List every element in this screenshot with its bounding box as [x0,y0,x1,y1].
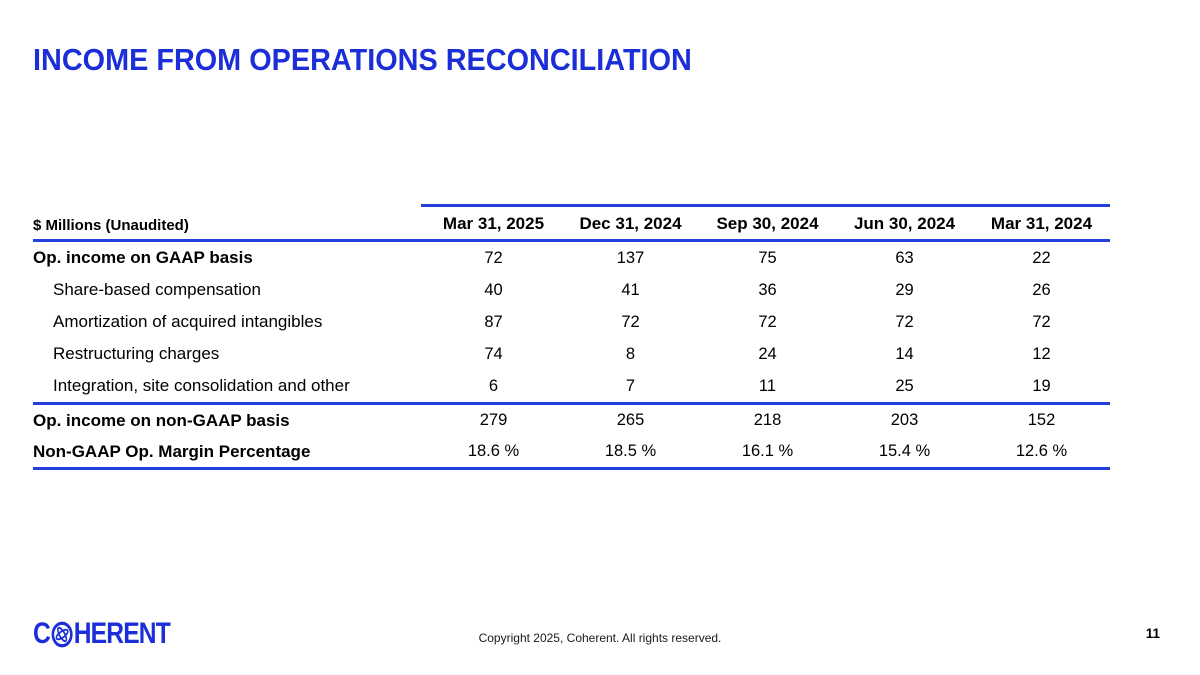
cell-value: 87 [484,312,503,331]
table-top-rule [421,204,1110,207]
unit-label: $ Millions (Unaudited) [33,217,189,234]
cell-value: 72 [758,312,777,331]
table-row-margin-percentage: Non-GAAP Op. Margin Percentage 18.6 % 18… [33,436,1110,467]
table-header-row: $ Millions (Unaudited) Mar 31, 2025 Dec … [33,204,1110,239]
cell-value: 25 [895,376,914,395]
cell-value: 19 [1032,376,1051,395]
cell-value: 16.1 % [741,442,794,460]
table-row-amortization: Amortization of acquired intangibles 87 … [33,306,1110,338]
table-row-gaap-basis: Op. income on GAAP basis 72 137 75 63 22 [33,242,1110,274]
coherent-logo: C HERENT [33,617,171,651]
page-number: 11 [1145,626,1160,641]
cell-value: 75 [758,248,777,267]
table-row-integration: Integration, site consolidation and othe… [33,370,1110,402]
cell-value: 41 [621,280,640,299]
column-header-sep-30-2024: Sep 30, 2024 [716,214,819,233]
cell-value: 72 [484,248,503,267]
subtotal-rule [33,402,1110,405]
row-label: Non-GAAP Op. Margin Percentage [33,441,311,461]
cell-value: 6 [488,376,499,395]
table-row-restructuring: Restructuring charges 74 8 24 14 12 [33,338,1110,370]
cell-value: 26 [1032,280,1051,299]
cell-value: 152 [1027,411,1056,429]
cell-value: 203 [890,411,919,429]
cell-value: 24 [758,344,777,363]
cell-value: 63 [895,248,914,267]
column-header-dec-31-2024: Dec 31, 2024 [579,214,682,233]
cell-value: 72 [1032,312,1051,331]
cell-value: 137 [616,248,645,267]
cell-value: 265 [616,411,645,429]
cell-value: 11 [758,376,777,395]
row-label: Op. income on non-GAAP basis [33,410,290,430]
cell-value: 72 [895,312,914,331]
row-label: Amortization of acquired intangibles [53,312,323,331]
table-row-share-based-comp: Share-based compensation 40 41 36 29 26 [33,274,1110,306]
copyright-notice: Copyright 2025, Coherent. All rights res… [478,631,722,645]
cell-value: 22 [1032,248,1051,267]
cell-value: 18.5 % [604,442,657,460]
cell-value: 18.6 % [467,442,520,460]
cell-value: 15.4 % [878,442,931,460]
logo-text-end: HERENT [73,617,171,650]
row-label: Integration, site consolidation and othe… [53,376,350,395]
cell-value: 279 [479,411,508,429]
cell-value: 36 [758,280,777,299]
slide-title: INCOME FROM OPERATIONS RECONCILIATION [33,42,692,77]
cell-value: 8 [625,344,636,363]
column-header-mar-31-2025: Mar 31, 2025 [442,214,545,233]
row-label: Share-based compensation [53,280,261,299]
row-label: Op. income on GAAP basis [33,248,253,267]
cell-value: 74 [484,344,503,363]
atom-globe-icon [50,621,74,648]
cell-value: 12.6 % [1015,442,1068,460]
cell-value: 218 [753,411,782,429]
logo-text-start: C [33,617,51,650]
cell-value: 12 [1032,344,1051,363]
column-header-mar-31-2024: Mar 31, 2024 [990,214,1093,233]
cell-value: 72 [621,312,640,331]
table-bottom-rule [33,467,1110,470]
cell-value: 40 [484,280,503,299]
table-row-non-gaap-basis: Op. income on non-GAAP basis 279 265 218… [33,405,1110,436]
cell-value: 14 [895,344,914,363]
column-header-jun-30-2024: Jun 30, 2024 [853,214,956,233]
cell-value: 7 [625,376,636,395]
reconciliation-table: $ Millions (Unaudited) Mar 31, 2025 Dec … [33,204,1110,470]
header-bottom-rule [33,239,1110,242]
cell-value: 29 [895,280,914,299]
row-label: Restructuring charges [53,344,220,363]
